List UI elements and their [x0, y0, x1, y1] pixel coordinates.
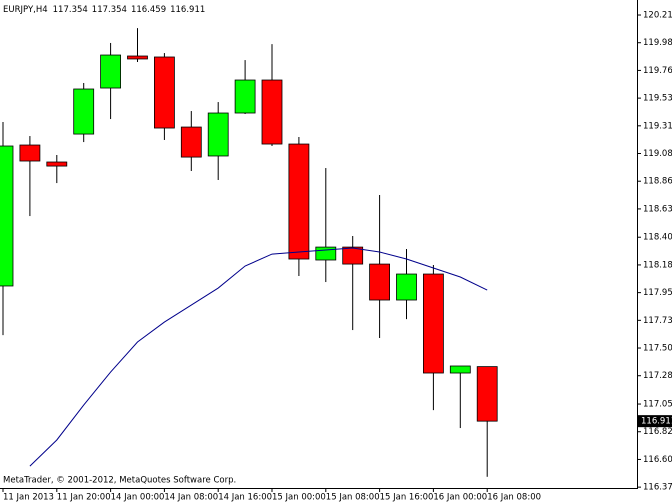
candle-body: [153, 56, 175, 129]
chart-header: EURJPY,H4 117.354 117.354 116.459 116.911: [3, 5, 205, 15]
y-tick-label: 117.955: [643, 288, 672, 298]
x-tick-label: 15 Jan 00:00: [272, 493, 326, 503]
y-tick-label: 118.180: [643, 260, 672, 270]
candle-body: [180, 126, 202, 158]
candle-body: [73, 88, 95, 135]
x-tick-label: 14 Jan 16:00: [218, 493, 272, 503]
candle-body: [315, 246, 337, 261]
candle-body: [0, 145, 14, 287]
candle-body: [422, 273, 444, 374]
open-price: 117.354: [53, 5, 88, 15]
current-price-label: 116.911: [641, 417, 672, 427]
y-tick-label: 120.210: [643, 11, 672, 21]
y-tick-label: 116.375: [643, 483, 672, 493]
x-tick-label: 14 Jan 08:00: [164, 493, 218, 503]
candle-body: [396, 273, 417, 301]
x-tick-label: 16 Jan 00:00: [433, 493, 487, 503]
close-price: 116.911: [170, 5, 205, 15]
moving-average-line: [29, 247, 488, 467]
high-price: 117.354: [92, 5, 127, 15]
y-tick-label: 117.280: [643, 371, 672, 381]
y-tick-label: 119.310: [643, 121, 672, 131]
y-tick-label: 119.535: [643, 94, 672, 104]
candle-body: [449, 365, 471, 374]
candle-body: [342, 246, 364, 265]
candle-body: [476, 366, 498, 422]
candle-body: [234, 79, 256, 114]
chart-title: EURJPY,H4: [3, 5, 48, 15]
candle-body: [19, 144, 41, 162]
y-tick-label: 116.600: [643, 455, 672, 465]
candle-body: [288, 143, 310, 260]
candle-body: [46, 161, 68, 167]
y-tick-label: 118.405: [643, 233, 672, 243]
y-tick-label: 118.860: [643, 177, 672, 187]
x-tick-label: 15 Jan 16:00: [380, 493, 434, 503]
x-tick-label: 11 Jan 20:00: [57, 493, 111, 503]
x-tick-label: 11 Jan 2013: [3, 493, 54, 503]
candle-body: [127, 55, 148, 60]
low-price: 116.459: [131, 5, 166, 15]
watermark: MetaTrader, © 2001-2012, MetaQuotes Soft…: [3, 476, 236, 486]
y-tick-label: 118.635: [643, 204, 672, 214]
y-tick-label: 116.825: [643, 427, 672, 437]
candle-body: [207, 112, 229, 157]
candle-body: [369, 263, 391, 301]
y-tick-label: 117.050: [643, 400, 672, 410]
candle-body: [261, 79, 283, 145]
current-price-box: [638, 415, 672, 428]
x-tick-label: 16 Jan 08:00: [487, 493, 541, 503]
y-tick-label: 119.085: [643, 149, 672, 159]
y-tick-label: 117.730: [643, 316, 672, 326]
x-tick-label: 15 Jan 08:00: [326, 493, 380, 503]
y-tick-label: 119.985: [643, 38, 672, 48]
x-tick-label: 14 Jan 00:00: [111, 493, 165, 503]
y-tick-label: 117.505: [643, 344, 672, 354]
candle-body: [100, 54, 121, 89]
y-tick-label: 119.760: [643, 66, 672, 76]
